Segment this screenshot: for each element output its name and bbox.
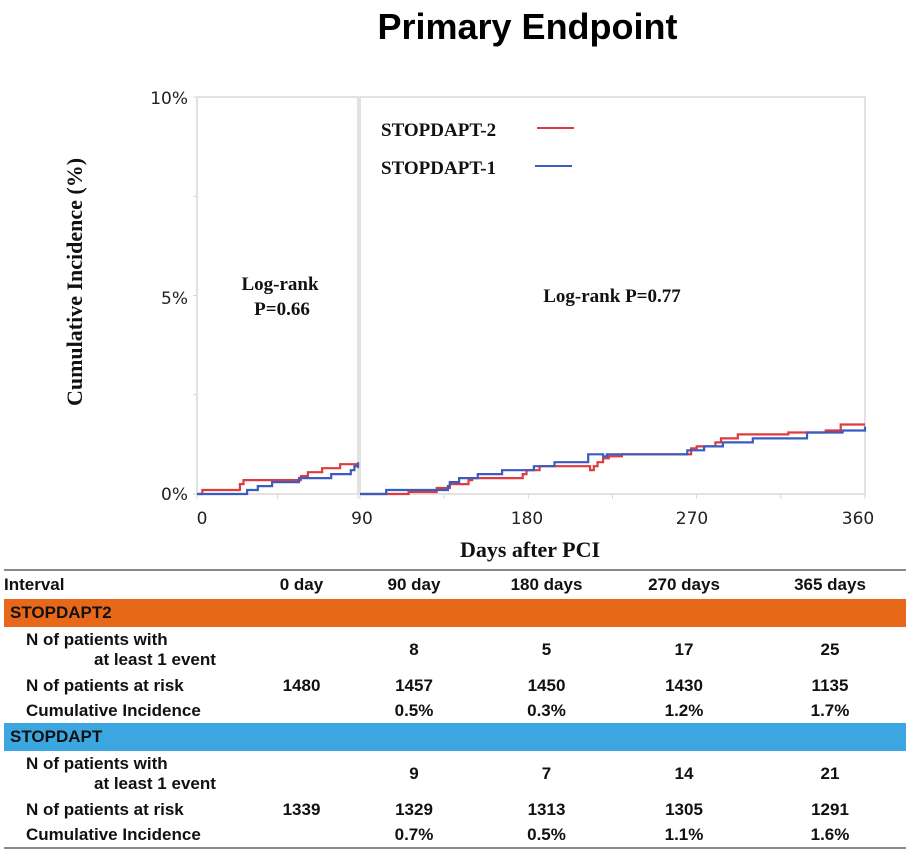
cell: 1.1% — [614, 822, 754, 849]
plot-frame-landmark-0-90 — [196, 96, 359, 495]
x-tick-label-90: 90 — [351, 509, 373, 529]
cell: 7 — [541, 764, 552, 783]
series-line-stopdapt-1-landmark-90-360 — [360, 426, 867, 496]
row-label-at-risk: N of patients at risk — [26, 675, 184, 695]
cell: 1329 — [395, 799, 433, 819]
legend-label-stopdapt2: STOPDAPT-2 — [381, 120, 496, 141]
plot-frames — [193, 96, 866, 499]
header-180-days: 180 days — [479, 569, 614, 599]
series-line-stopdapt-1-landmark-0-90 — [197, 462, 360, 496]
logrank-annotation-right: Log-rank P=0.77 — [543, 286, 681, 307]
cell: 1430 — [665, 675, 703, 695]
cell: 0.3% — [527, 700, 566, 720]
table-row: Cumulative Incidence 0.7% 0.5% 1.1% 1.6% — [4, 822, 906, 849]
y-tick-label-5: 5% — [161, 289, 188, 309]
table-row: N of patients at risk 1339 1329 1313 130… — [4, 797, 906, 822]
table-row: N of patients with at least 1 event 9 7 … — [4, 751, 906, 797]
cell: 1135 — [811, 675, 849, 695]
row-label-line1: N of patients with — [26, 630, 168, 649]
cell: 9 — [409, 764, 419, 783]
cell: 14 — [674, 764, 694, 783]
series-line-stopdapt-2-landmark-0-90 — [197, 463, 360, 496]
series-layer — [197, 423, 867, 496]
cell: 1457 — [395, 675, 433, 695]
cell: 1.2% — [664, 700, 704, 720]
row-label-events: N of patients with at least 1 event — [4, 751, 254, 797]
table-row: N of patients at risk 1480 1457 1450 143… — [4, 673, 906, 698]
cell: 0.5% — [394, 700, 434, 720]
chart-title: Primary Endpoint — [377, 6, 678, 47]
group-label-stopdapt: STOPDAPT — [4, 723, 906, 751]
x-tick-label-270: 270 — [676, 509, 708, 529]
x-tick-label-180: 180 — [511, 509, 543, 529]
legend-label-stopdapt1: STOPDAPT-1 — [381, 158, 496, 179]
cell: 1313 — [527, 799, 566, 819]
cell: 1.7% — [810, 700, 850, 720]
group-label-stopdapt2: STOPDAPT2 — [4, 599, 906, 627]
table-row: N of patients with at least 1 event 8 5 … — [4, 627, 906, 673]
cell: 25 — [820, 640, 840, 659]
cell: 1305 — [665, 799, 703, 819]
logrank-annotation-left-line2: P=0.66 — [254, 299, 310, 320]
cell: 1480 — [282, 675, 321, 695]
row-label-line1: N of patients with — [26, 754, 168, 773]
cell — [254, 627, 349, 673]
km-chart: 10% 5% 0% 0 90 180 270 360 Days after PC… — [62, 89, 874, 562]
x-tick-label-0: 0 — [197, 509, 208, 529]
header-365-days: 365 days — [754, 569, 906, 599]
x-tick-label-360: 360 — [842, 509, 874, 529]
cell: 21 — [820, 764, 840, 783]
y-axis-label: Cumulative Incidence (%) — [62, 158, 87, 406]
cell: 0.5% — [479, 822, 614, 849]
cell: 1291 — [811, 799, 849, 819]
cell: 1.6% — [754, 822, 906, 849]
y-tick-label-0: 0% — [161, 485, 188, 505]
legend: STOPDAPT-2 STOPDAPT-1 — [381, 120, 574, 179]
cell — [254, 698, 349, 723]
risk-table: Interval 0 day 90 day 180 days 270 days … — [4, 569, 906, 849]
row-label-cumulative-incidence: Cumulative Incidence — [4, 822, 254, 849]
series-line-stopdapt-2-landmark-90-360 — [360, 423, 865, 496]
cell: 17 — [674, 640, 694, 659]
cell: 1450 — [527, 675, 566, 695]
header-270-days: 270 days — [614, 569, 754, 599]
cell: 1339 — [282, 799, 321, 819]
table-row: Cumulative Incidence 0.5% 0.3% 1.2% 1.7% — [4, 698, 906, 723]
header-0-day: 0 day — [254, 569, 349, 599]
cell — [254, 822, 349, 849]
cell: 0.7% — [349, 822, 479, 849]
group-row-stopdapt: STOPDAPT — [4, 723, 906, 751]
row-label-line2: at least 1 event — [94, 650, 216, 669]
header-interval: Interval — [4, 569, 254, 599]
row-label-cumulative-incidence: Cumulative Incidence — [26, 700, 201, 720]
row-label-at-risk: N of patients at risk — [26, 799, 184, 819]
cell: 5 — [541, 640, 552, 659]
row-label-events: N of patients with at least 1 event — [4, 627, 254, 673]
table-header-row: Interval 0 day 90 day 180 days 270 days … — [4, 569, 906, 599]
cell — [254, 751, 349, 797]
x-axis-label: Days after PCI — [460, 537, 600, 562]
group-row-stopdapt2: STOPDAPT2 — [4, 599, 906, 627]
y-tick-label-10: 10% — [150, 89, 188, 109]
row-label-line2: at least 1 event — [94, 774, 216, 793]
logrank-annotation-left-line1: Log-rank — [241, 274, 319, 295]
cell: 8 — [409, 640, 419, 659]
header-90-day: 90 day — [349, 569, 479, 599]
